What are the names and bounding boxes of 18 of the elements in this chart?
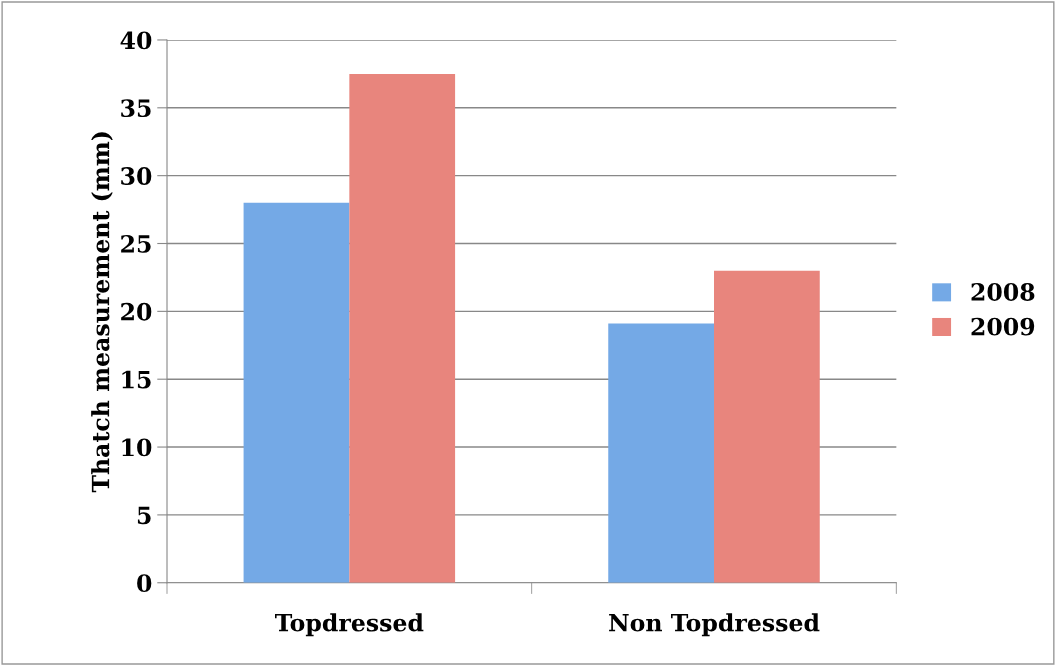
bar (608, 323, 714, 583)
y-tick-label: 35 (121, 99, 151, 118)
legend-label: 2008 (971, 283, 1035, 301)
y-tick-label: 10 (122, 438, 152, 457)
bar (349, 73, 456, 583)
y-tick-label: 25 (121, 234, 151, 253)
y-tick-label: 5 (137, 506, 151, 525)
x-tick-label: Topdressed (275, 613, 424, 637)
y-tick-label: 40 (120, 31, 152, 50)
y-tick-label: 20 (121, 302, 152, 321)
y-tick-label: 0 (137, 574, 152, 593)
y-axis-title: Thatch measurement (mm) (91, 132, 113, 493)
y-tick-label: 30 (121, 167, 152, 185)
bar (243, 202, 350, 583)
bar (714, 270, 820, 583)
legend-label: 2009 (971, 317, 1035, 336)
y-tick-label: 15 (122, 370, 151, 389)
x-tick-label: Non Topdressed (609, 613, 820, 637)
